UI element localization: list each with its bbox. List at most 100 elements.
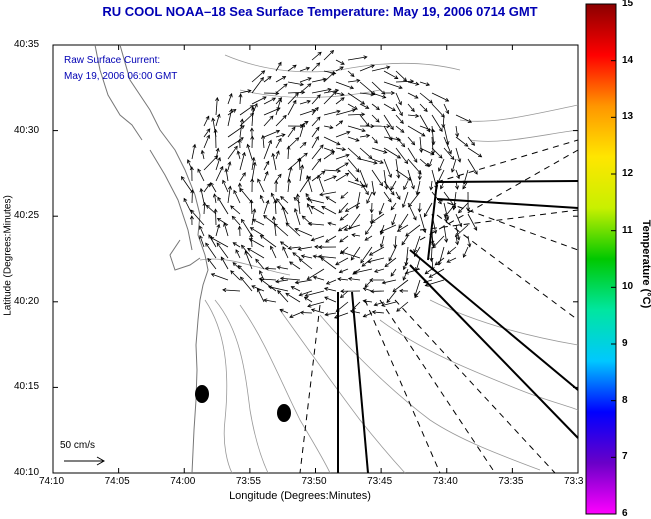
current-vector-head <box>388 136 393 142</box>
current-vector-head <box>277 173 282 178</box>
current-vector <box>431 114 443 132</box>
current-vector-head <box>369 277 374 283</box>
current-vector-head <box>373 139 378 144</box>
current-vector-head <box>282 246 287 251</box>
current-vector-head <box>249 199 254 204</box>
current-vector <box>311 51 322 61</box>
current-vector-head <box>338 269 343 274</box>
current-vector-head <box>330 151 335 155</box>
current-vector-head <box>279 241 285 246</box>
current-vector <box>347 79 360 83</box>
current-vector <box>287 91 305 94</box>
current-vector-head <box>445 97 450 102</box>
x-tick-label: 73:40 <box>432 476 458 487</box>
current-vector-head <box>365 230 369 235</box>
current-vector <box>323 169 341 172</box>
current-vector <box>431 213 437 234</box>
current-vector <box>215 157 221 171</box>
station-marker <box>277 404 291 422</box>
current-vector-head <box>439 185 444 190</box>
current-vector-head <box>411 141 416 146</box>
current-vector <box>252 218 265 226</box>
current-vector <box>395 169 412 181</box>
current-vector-head <box>276 198 280 203</box>
current-vector <box>347 92 365 105</box>
current-vector-head <box>286 145 291 150</box>
current-vector-head <box>303 152 308 157</box>
current-vector-head <box>300 254 306 259</box>
current-vector <box>419 81 430 86</box>
current-vector-head <box>366 259 372 264</box>
current-vector-head <box>355 137 360 142</box>
current-vector <box>462 180 469 189</box>
current-vector-head <box>314 106 319 111</box>
current-vector-head <box>455 241 460 246</box>
current-vector-head <box>251 285 256 289</box>
coastline-segment <box>169 239 201 271</box>
current-vector <box>311 309 325 314</box>
current-vector-head <box>444 213 449 218</box>
current-vector-head <box>307 221 312 226</box>
current-vector-head <box>287 178 292 183</box>
current-vector <box>217 197 229 215</box>
current-vector <box>297 194 301 215</box>
current-vector <box>419 136 422 153</box>
current-vector-head <box>237 265 242 270</box>
current-vector-head <box>239 187 244 192</box>
current-vector <box>428 158 433 167</box>
current-vector <box>335 172 349 182</box>
current-vector-head <box>272 215 277 221</box>
current-vector <box>263 97 276 105</box>
current-vector <box>321 206 337 215</box>
current-vector-head <box>438 154 443 159</box>
current-vector-head <box>335 261 340 266</box>
current-vector <box>419 147 434 156</box>
current-vector-head <box>462 253 467 258</box>
current-vector <box>395 136 405 147</box>
current-vector-head <box>375 106 380 111</box>
current-vector <box>394 235 397 248</box>
current-vector <box>455 147 461 163</box>
current-vector-head <box>216 242 221 247</box>
current-vector-head <box>259 194 264 200</box>
current-vector <box>287 146 290 160</box>
current-vector-head <box>454 185 459 190</box>
current-vector <box>335 59 345 65</box>
current-vector <box>347 180 365 187</box>
current-vector <box>431 103 445 118</box>
current-vector-head <box>346 130 351 135</box>
current-vector-head <box>458 222 463 228</box>
current-vector <box>275 279 289 283</box>
current-vector <box>405 224 421 237</box>
current-vector-head <box>410 107 415 113</box>
current-vector-head <box>371 310 376 315</box>
current-vector-head <box>269 245 274 250</box>
colorbar <box>585 3 617 515</box>
current-vector-head <box>428 163 432 168</box>
current-vector-head <box>344 162 349 167</box>
current-vector <box>275 115 287 127</box>
current-vector <box>395 80 414 83</box>
current-vector <box>407 125 426 137</box>
current-vector <box>250 234 253 248</box>
current-vector <box>447 246 457 255</box>
current-vector-head <box>316 116 321 121</box>
current-vector-head <box>325 238 330 243</box>
current-vector-head <box>292 64 297 69</box>
contour-line <box>319 314 541 471</box>
current-vector-head <box>411 185 415 190</box>
current-vector <box>263 171 269 182</box>
current-vector-head <box>322 77 327 82</box>
current-vector-head <box>383 149 388 154</box>
current-vector <box>223 223 229 237</box>
current-vector <box>268 286 289 292</box>
current-vector-head <box>398 224 403 229</box>
current-vector <box>335 257 349 266</box>
current-vector <box>323 72 335 83</box>
current-vector-head <box>310 237 315 242</box>
current-vector-head <box>263 298 268 303</box>
current-vector <box>323 50 334 61</box>
current-vector-head <box>298 258 303 263</box>
current-vector <box>274 200 277 215</box>
current-vector <box>263 299 277 303</box>
